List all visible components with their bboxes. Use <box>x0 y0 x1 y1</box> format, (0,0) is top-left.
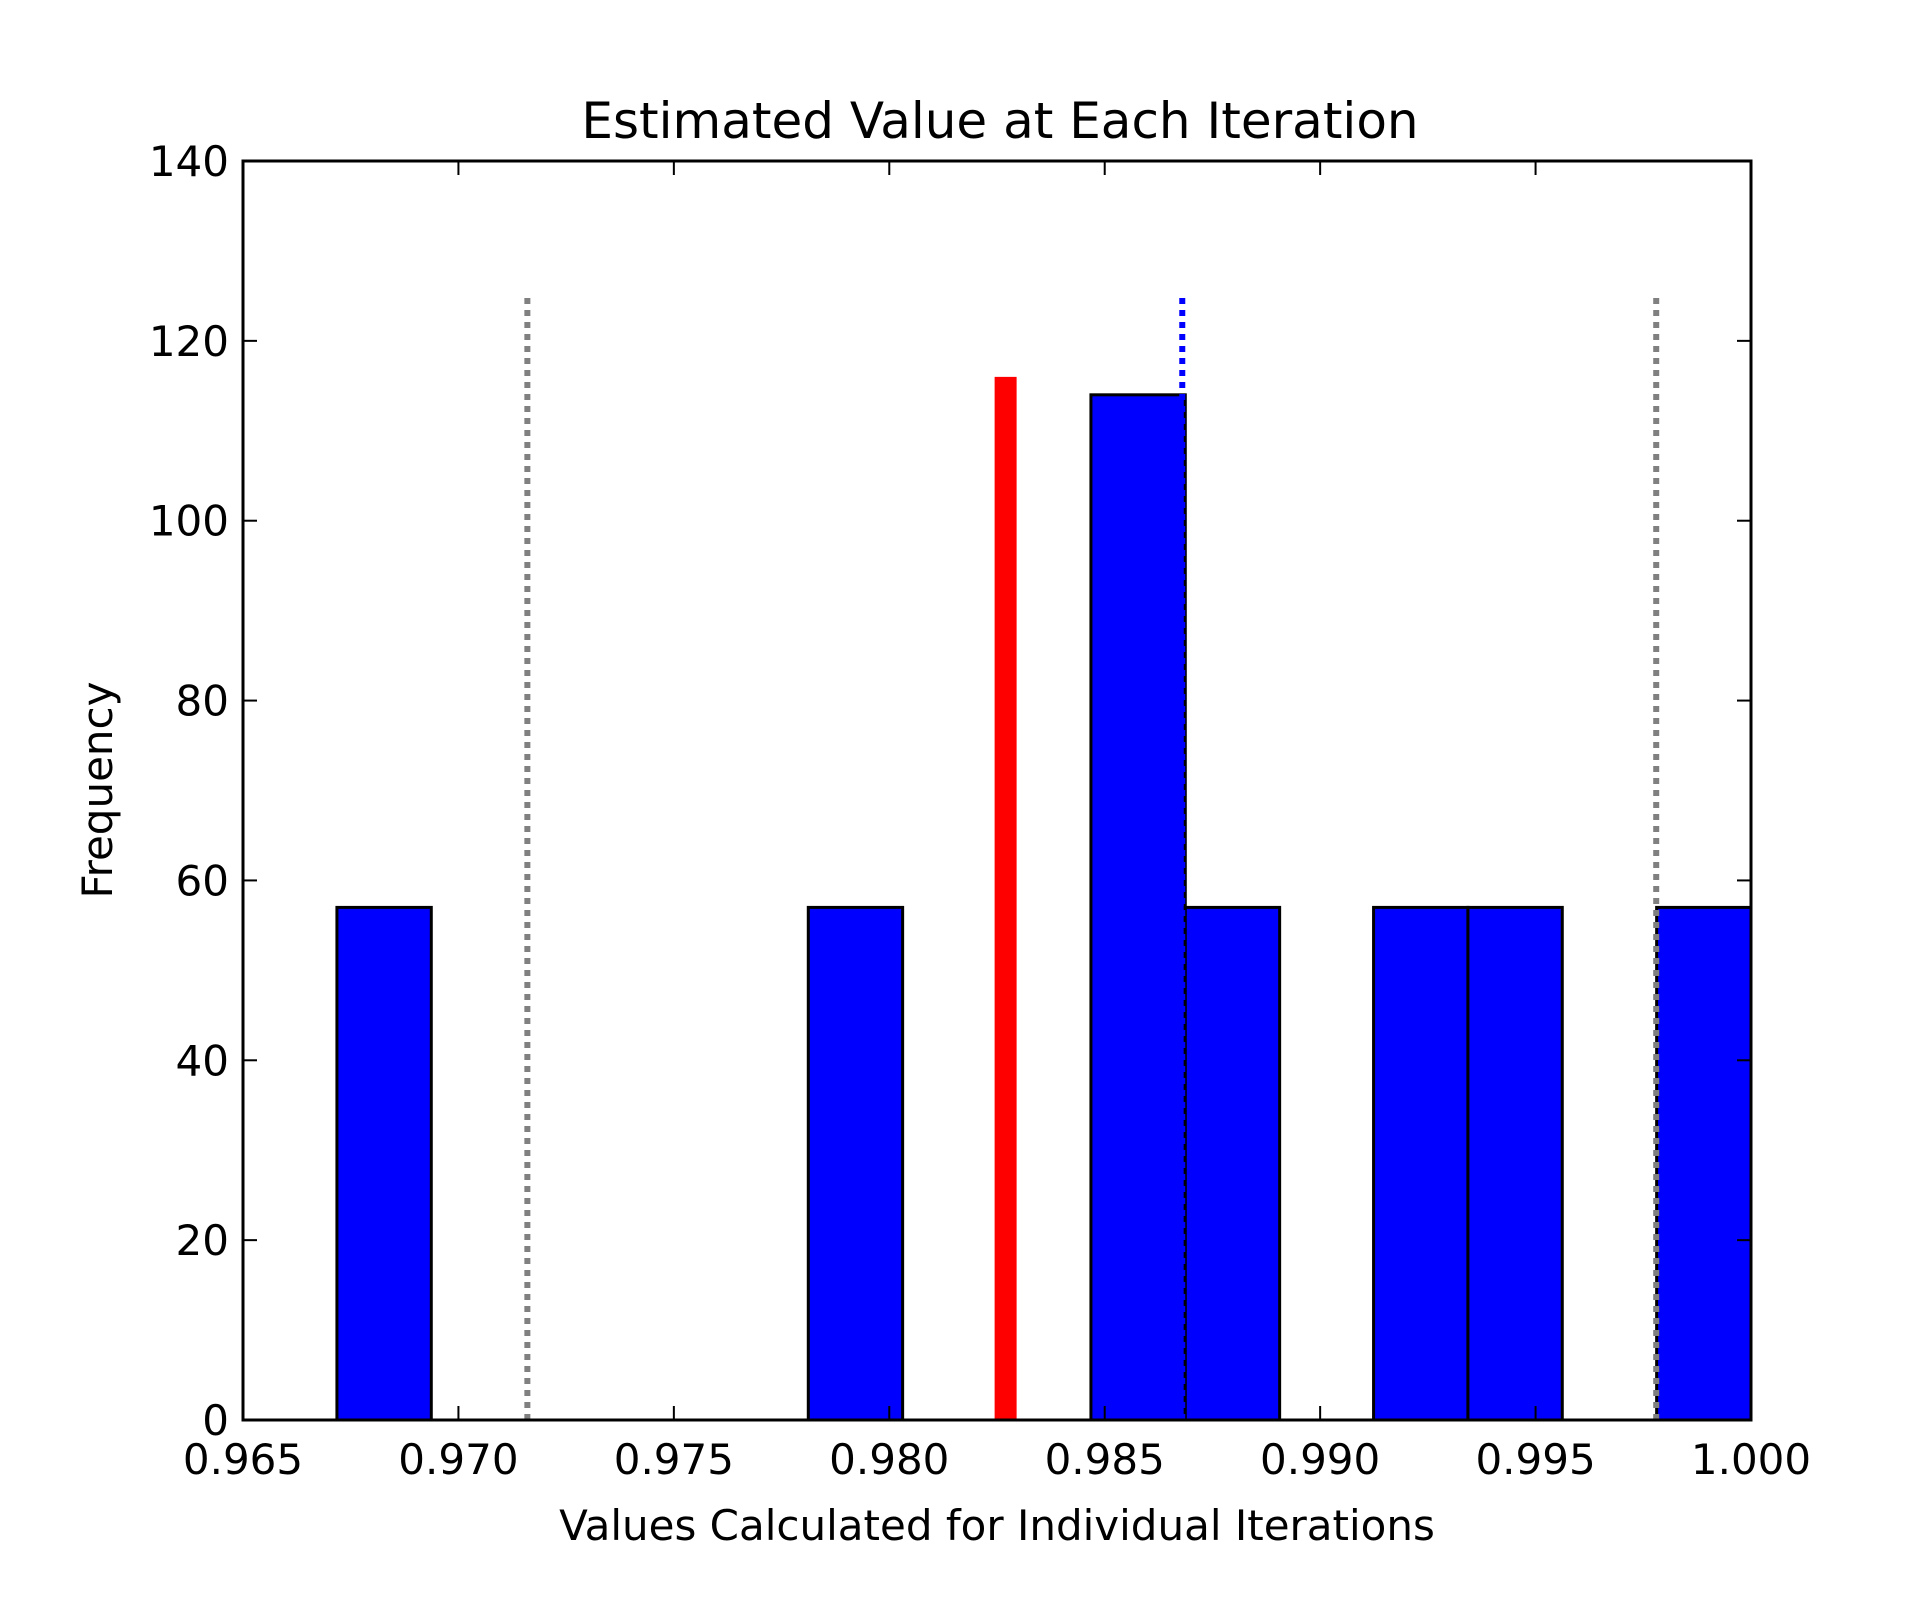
x-tick-label: 0.965 <box>183 1435 303 1484</box>
axis-ticks: 0.965 0.970 0.975 0.980 0.985 0.990 0.995 1.000… <box>149 137 1811 1484</box>
y-tick-label: 60 <box>176 856 229 905</box>
y-tick-label: 20 <box>176 1216 229 1265</box>
x-tick-label: 0.970 <box>398 1435 518 1484</box>
y-tick-label: 140 <box>149 137 229 186</box>
histogram-bar <box>335 905 433 1422</box>
y-tick-label: 40 <box>176 1036 229 1085</box>
histogram-bar <box>806 905 905 1422</box>
histogram-bar <box>1655 905 1753 1422</box>
y-tick-label: 80 <box>176 677 229 726</box>
histogram-bar <box>1183 905 1282 1422</box>
histogram-bars <box>335 393 1753 1422</box>
x-tick-label: 0.980 <box>829 1435 949 1484</box>
reference-lines <box>524 295 1660 1420</box>
histogram-bar <box>1372 905 1470 1422</box>
x-tick-label: 0.985 <box>1045 1435 1165 1484</box>
histogram-bar <box>1089 393 1187 1422</box>
y-tick-label: 120 <box>149 317 229 366</box>
x-tick-label: 0.995 <box>1475 1435 1595 1484</box>
x-tick-label: 0.990 <box>1260 1435 1380 1484</box>
y-axis-label: Frequency <box>73 682 122 899</box>
chart-title: Estimated Value at Each Iteration <box>581 92 1418 150</box>
plot-frame <box>241 159 1753 1422</box>
x-tick-label: 1.000 <box>1691 1435 1811 1484</box>
x-axis-label: Values Calculated for Individual Iterati… <box>559 1501 1435 1550</box>
x-tick-label: 0.975 <box>614 1435 734 1484</box>
y-tick-label: 100 <box>149 497 229 546</box>
histogram-bar <box>1466 905 1564 1422</box>
y-tick-label: 0 <box>202 1396 229 1445</box>
